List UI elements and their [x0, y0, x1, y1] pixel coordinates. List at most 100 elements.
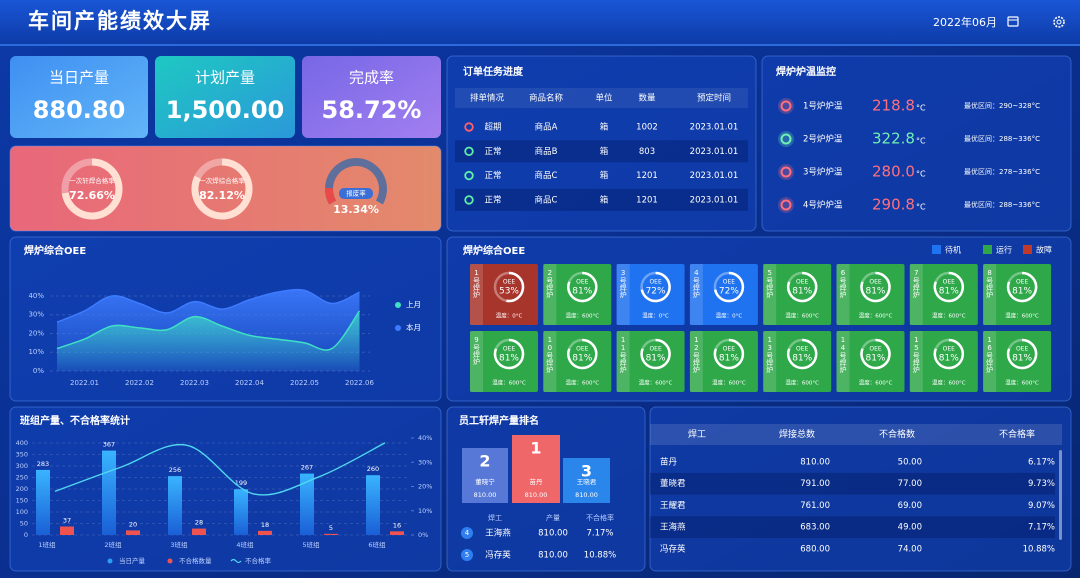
oee-temp: 温度：600°C: [492, 379, 526, 387]
oee-ring-label: OEE: [723, 346, 736, 353]
oee-card-name: 6号焊炉: [839, 269, 847, 299]
y2-tick-label: 40%: [418, 434, 432, 442]
settings-hub[interactable]: [1056, 19, 1062, 25]
podium-rank: 2: [479, 452, 490, 471]
table-cell: 苗丹: [660, 458, 678, 468]
table-header-bg: [455, 88, 748, 108]
calendar-icon-body[interactable]: [1007, 16, 1019, 27]
oee-card-strip: [543, 331, 557, 392]
temp-value: 218.8: [872, 97, 915, 115]
oee-card-name: 11号焊炉: [619, 336, 627, 374]
temp-icon-halo: [778, 131, 794, 147]
table-cell: 9.73%: [1028, 479, 1055, 489]
table-cell: 董晓君: [660, 478, 686, 489]
y2-tick-label: 30%: [418, 458, 432, 466]
table-cell: 9.07%: [1028, 501, 1055, 511]
oee-temp: 温度：600°C: [1005, 379, 1039, 387]
y-tick-label: 300: [16, 462, 28, 470]
oee-temp: 温度：600°C: [785, 379, 819, 387]
oee-ring: [567, 271, 598, 303]
table-cell: 超期: [484, 122, 501, 133]
status-icon: [464, 146, 474, 156]
y2-tick-label: 20%: [418, 483, 432, 491]
table-header: 焊接总数: [779, 428, 815, 440]
podium-value: 810.00: [474, 491, 497, 499]
oee-card-strip: [909, 331, 923, 392]
legend-swatch: [230, 558, 242, 564]
table-cell: 王海燕: [660, 522, 686, 533]
table-cell: 正常: [484, 194, 501, 205]
oee-temp: 温度：600°C: [639, 379, 673, 387]
oee-card-strip: [763, 331, 777, 392]
scrollbar: [1059, 450, 1062, 540]
oee-temp: 温度：600°C: [859, 379, 893, 387]
y-tick-label: 400: [16, 439, 28, 447]
calendar-icon[interactable]: [1007, 16, 1019, 27]
gauge-label: 报废率: [346, 189, 366, 198]
temp-unit: °C: [916, 203, 926, 212]
temp-range: 最优区间：290~328°C: [964, 101, 1040, 110]
table-header-bg: [650, 424, 1062, 445]
gauge-arc: [61, 158, 123, 220]
y-tick-label: 250: [16, 474, 28, 482]
legend-label: 本月: [406, 322, 421, 332]
bar: [60, 526, 74, 535]
gauge-label: 一次焊综合格率: [199, 176, 245, 185]
temp-name: 2号炉炉温: [803, 134, 843, 145]
oee-card-name: 14号焊炉: [839, 336, 847, 374]
settings-icon[interactable]: [1053, 16, 1065, 28]
bar: [390, 531, 404, 535]
table-header: 商品名称: [529, 93, 564, 104]
temp-icon: [780, 133, 792, 145]
table-cell: 2023.01.01: [690, 171, 739, 181]
x-tick-label: 2022.03: [180, 379, 209, 387]
oee-value: 81%: [865, 354, 885, 364]
rank-badge: [461, 527, 473, 539]
temp-unit: °C: [916, 170, 926, 179]
legend-swatch: [395, 325, 401, 331]
row-bg: [650, 516, 1055, 538]
oee-value: 81%: [865, 287, 885, 297]
oee-ring: [860, 271, 891, 303]
legend-label: 运行: [996, 245, 1012, 255]
podium-name: 董晓宁: [475, 477, 495, 486]
oee-value: 81%: [572, 287, 592, 297]
y-tick-label: 10%: [28, 348, 44, 356]
table-cell: 810.00: [800, 458, 830, 468]
kpi-card: [10, 56, 148, 138]
gauge-track: [325, 158, 387, 205]
settings-gear[interactable]: [1053, 16, 1065, 28]
line: [56, 310, 361, 351]
temp-icon: [780, 166, 792, 178]
temp-icon-halo: [778, 98, 794, 114]
rank-number: 4: [465, 529, 470, 537]
table-cell: 箱: [600, 170, 609, 181]
oee-temp: 温度：600°C: [566, 379, 600, 387]
table-cell: 冯存英: [660, 543, 686, 554]
y2-tick-label: 10%: [418, 507, 432, 515]
kpi-card: [155, 56, 295, 138]
header-line: [0, 44, 1080, 46]
table-header: 数量: [638, 93, 656, 104]
oee-ring-label: OEE: [869, 279, 882, 286]
table-cell: 正常: [484, 146, 501, 157]
table-cell: 2023.01.01: [690, 123, 739, 133]
oee-ring-label: OEE: [943, 346, 956, 353]
oee-ring-label: OEE: [649, 346, 662, 353]
oee-temp: 温度：600°C: [859, 312, 893, 320]
x-tick-label: 2022.04: [235, 379, 264, 387]
table-cell: 冯存英: [485, 550, 511, 561]
podium-block: [563, 458, 610, 503]
table-cell: 1002: [636, 123, 658, 133]
y-tick-label: 30%: [28, 311, 44, 319]
table-header: 预定时间: [697, 93, 731, 104]
date[interactable]: 2022年06月: [933, 15, 997, 29]
table-cell: 王耀君: [660, 501, 686, 511]
kpi-label: 完成率: [349, 69, 394, 87]
bar-label: 5: [329, 524, 333, 532]
temp-icon-halo: [778, 197, 794, 213]
y-tick-label: 0%: [33, 367, 44, 375]
legend-label: 上月: [406, 300, 421, 309]
temp-name: 4号炉炉温: [803, 200, 843, 211]
oee-ring: [493, 338, 525, 370]
